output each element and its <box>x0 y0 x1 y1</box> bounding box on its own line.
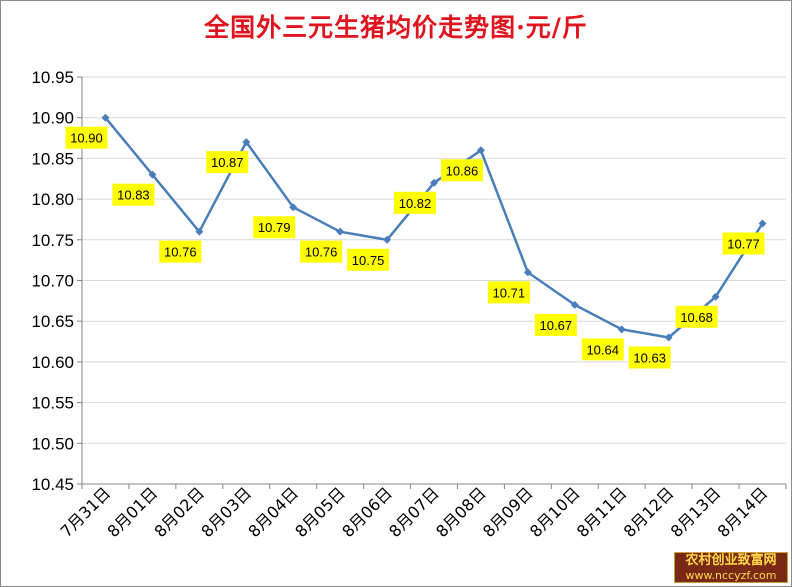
y-tick-label: 10.75 <box>31 231 74 250</box>
data-label-box <box>675 305 718 328</box>
data-label-box <box>534 313 577 336</box>
data-point <box>523 268 532 277</box>
series-path <box>104 116 764 339</box>
data-label-text: 10.87 <box>211 155 244 170</box>
data-point <box>664 333 673 342</box>
data-point <box>617 325 626 334</box>
series-line <box>104 116 764 339</box>
y-tick-label: 10.65 <box>31 312 74 331</box>
data-point <box>289 203 298 212</box>
data-label-text: 10.64 <box>586 342 619 357</box>
y-tick-label: 10.55 <box>31 394 74 413</box>
data-label-text: 10.83 <box>117 188 150 203</box>
chart-title: 全国外三元生猪均价走势图·元/斤 <box>204 13 588 42</box>
data-label-text: 10.76 <box>305 245 338 260</box>
x-axis-ticks: 7月31日8月01日8月02日8月03日8月04日8月05日8月06日8月07日… <box>57 483 787 541</box>
data-label-box <box>347 248 390 271</box>
x-tick-label: 8月10日 <box>526 483 584 541</box>
data-point <box>570 300 579 309</box>
data-label-box <box>440 159 483 182</box>
x-tick-label: 8月14日 <box>714 483 772 541</box>
data-label: 10.76 <box>159 240 202 263</box>
x-tick-label: 8月01日 <box>104 483 162 541</box>
data-label-text: 10.68 <box>680 310 713 325</box>
data-label-text: 10.82 <box>399 196 432 211</box>
x-tick-label: 8月07日 <box>385 483 443 541</box>
watermark-name: 农村创业致富网 <box>685 553 777 569</box>
x-tick-label: 8月04日 <box>244 483 302 541</box>
data-label-box <box>722 232 765 255</box>
y-tick-label: 10.95 <box>31 68 74 87</box>
data-label-box <box>65 126 108 149</box>
data-point <box>383 235 392 244</box>
data-label-box <box>206 151 249 174</box>
data-label: 10.63 <box>628 346 671 369</box>
data-label-text: 10.71 <box>493 285 526 300</box>
x-tick-label: 8月02日 <box>150 483 208 541</box>
data-point <box>758 219 767 228</box>
data-label-text: 10.86 <box>446 163 479 178</box>
data-point <box>195 227 204 236</box>
y-tick-label: 10.50 <box>31 434 74 453</box>
data-label: 10.71 <box>487 281 530 304</box>
data-label-text: 10.76 <box>164 245 197 260</box>
data-label-box <box>581 338 624 361</box>
watermark-logo: 农村创业致富网 www.nccyzf.com <box>674 552 788 583</box>
x-tick-label: 8月05日 <box>291 483 349 541</box>
data-point <box>242 138 251 147</box>
x-tick-label: 8月03日 <box>197 483 255 541</box>
data-label-text: 10.90 <box>70 131 103 146</box>
data-point <box>430 178 438 187</box>
y-tick-label: 10.90 <box>31 109 74 128</box>
data-label: 10.64 <box>581 338 624 361</box>
y-tick-label: 10.45 <box>31 475 74 494</box>
data-point <box>336 227 345 236</box>
data-point <box>476 146 485 155</box>
data-label-text: 10.63 <box>633 350 666 365</box>
data-label: 10.67 <box>534 313 577 336</box>
data-label: 10.82 <box>394 191 436 214</box>
y-tick-label: 10.70 <box>31 272 74 291</box>
data-label: 10.77 <box>722 232 765 255</box>
y-axis-ticks: 10.45 10.50 10.55 10.60 10.65 10.70 10.75 10.80… <box>31 68 82 494</box>
data-label: 10.79 <box>253 216 296 239</box>
x-tick-label: 8月12日 <box>620 483 678 541</box>
data-label-box <box>487 281 530 304</box>
data-label-text: 10.79 <box>258 220 291 235</box>
data-label-box <box>394 191 436 214</box>
data-label: 10.83 <box>112 183 155 206</box>
data-label: 10.90 <box>65 126 108 149</box>
data-label: 10.75 <box>347 248 390 271</box>
data-label-text: 10.77 <box>727 237 760 252</box>
data-label-box <box>159 240 202 263</box>
data-label: 10.76 <box>300 240 343 263</box>
x-tick-label: 8月09日 <box>479 483 537 541</box>
y-tick-label: 10.80 <box>31 190 74 209</box>
data-label: 10.68 <box>675 305 718 328</box>
data-labels: 10.90 10.83 10.76 10.87 10.79 10.76 10.75 10.82… <box>65 126 765 369</box>
data-label-box <box>112 183 155 206</box>
y-tick-label: 10.60 <box>31 353 74 372</box>
x-tick-label: 8月13日 <box>667 483 725 541</box>
data-label-text: 10.75 <box>352 253 385 268</box>
data-label-text: 10.67 <box>540 318 573 333</box>
x-tick-label: 8月06日 <box>338 483 396 541</box>
data-label-box <box>300 240 343 263</box>
data-label: 10.86 <box>440 159 483 182</box>
x-tick-label: 8月11日 <box>573 483 631 541</box>
data-label: 10.87 <box>206 151 249 174</box>
data-label-box <box>628 346 671 369</box>
watermark-url: www.nccyzf.com <box>685 568 777 582</box>
x-tick-label: 8月08日 <box>432 483 490 541</box>
y-tick-label: 10.85 <box>31 149 74 168</box>
data-point <box>101 113 110 122</box>
data-point <box>148 170 157 179</box>
data-label-box <box>253 216 296 239</box>
data-point <box>711 292 720 301</box>
data-points <box>101 113 767 342</box>
